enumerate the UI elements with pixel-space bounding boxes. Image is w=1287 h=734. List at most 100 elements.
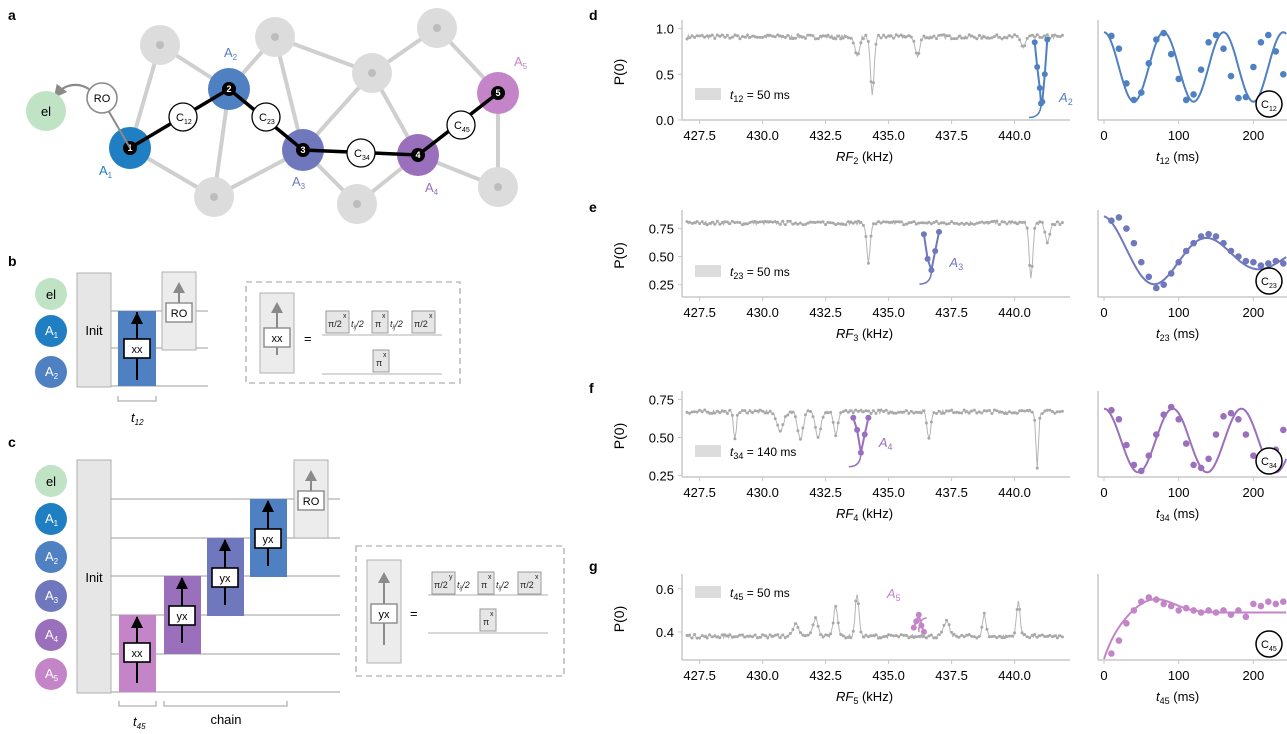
- spectrum-point: [720, 33, 724, 37]
- spectrum-point: [955, 634, 959, 638]
- spectrum-point: [1000, 220, 1004, 224]
- panel-label-a: a: [8, 7, 16, 23]
- data-point: [1190, 461, 1197, 469]
- spectrum-point: [1038, 416, 1042, 420]
- x-tick-label: 0: [1100, 668, 1107, 683]
- x-tick-label: 432.5: [809, 305, 842, 320]
- spectrum-point: [935, 219, 938, 223]
- spectrum-point: [874, 411, 878, 415]
- x-tick-label: 427.5: [683, 668, 716, 683]
- spectrum-point: [1018, 220, 1022, 224]
- spectrum-point: [942, 221, 946, 225]
- spectrum-point: [846, 410, 850, 414]
- spectrum-point: [715, 409, 719, 413]
- spectrum-point: [861, 410, 865, 414]
- spectrum-point: [824, 633, 828, 637]
- spectrum-point: [990, 635, 994, 639]
- spectrum-point: [690, 221, 694, 225]
- charts: 427.5 430.0 432.5 435.0 437.5 440.0 0.0 0.5 1.0 P…: [611, 20, 1287, 706]
- spectrum-point: [861, 37, 865, 41]
- data-point: [1235, 607, 1242, 614]
- spectrum-point: [942, 411, 946, 415]
- spectrum-point: [1053, 223, 1057, 227]
- spectrum-point: [725, 220, 729, 224]
- spectrum-point: [902, 410, 906, 414]
- spectrum-point: [849, 36, 853, 40]
- spectrum-point: [998, 35, 1001, 39]
- spectrum-point: [935, 412, 938, 415]
- spectrum-point: [700, 220, 704, 224]
- spectrum-point: [859, 408, 863, 412]
- c-time-label: t45: [133, 714, 146, 729]
- spectrum-point: [756, 35, 760, 39]
- spectrum-point: [773, 417, 777, 421]
- spectrum-point: [1023, 633, 1027, 636]
- spectrum-point: [947, 222, 951, 226]
- spectrum-point: [766, 636, 770, 640]
- spectrum-point: [869, 234, 873, 238]
- spectrum-point: [1038, 634, 1042, 638]
- spectrum-point: [783, 636, 787, 640]
- spectrum-point: [884, 634, 888, 638]
- spectrum-point: [932, 636, 936, 640]
- spectrum-point: [698, 222, 702, 226]
- data-point: [1130, 461, 1138, 469]
- spectrum-point: [962, 635, 966, 639]
- spectrum-point: [992, 634, 996, 638]
- spectrum-point: [872, 409, 875, 413]
- spectrum-point: [1005, 412, 1009, 415]
- spectrum-point: [710, 411, 714, 415]
- spectrum-point: [957, 222, 961, 226]
- spectrum-point: [733, 33, 737, 37]
- spectrum-point: [1055, 636, 1059, 640]
- spectrum-point: [970, 409, 974, 413]
- coupling-badge: [1255, 447, 1283, 475]
- spectrum-point: [801, 633, 805, 637]
- spectrum-point: [1043, 409, 1047, 413]
- spectrum-point: [998, 634, 1001, 638]
- data-point: [1257, 602, 1265, 610]
- spectrum-point: [698, 34, 702, 38]
- data-point: [1242, 257, 1250, 265]
- spectrum-point: [741, 223, 744, 227]
- spectrum-point: [1018, 409, 1022, 413]
- spectrum-point: [826, 411, 830, 415]
- y-tick-label: 1.0: [656, 22, 674, 37]
- resonance-label: A2: [1058, 90, 1073, 107]
- spectrum-point: [932, 221, 936, 224]
- data-point: [1153, 596, 1160, 603]
- b-gate-label: xx: [132, 344, 144, 356]
- data-point: [1130, 96, 1138, 104]
- spectrum-point: [688, 220, 692, 224]
- x-axis-label: RF3 (kHz): [836, 326, 893, 343]
- spectrum-point: [723, 220, 727, 224]
- spectrum-point: [987, 36, 991, 40]
- spectrum-point: [937, 409, 941, 413]
- spectrum-point: [766, 220, 770, 224]
- x-axis-label: t23 (ms): [1156, 326, 1199, 343]
- spectrum-point: [859, 41, 863, 45]
- spectrum-point: [909, 409, 913, 413]
- spectrum-point: [776, 220, 780, 224]
- spectrum-point: [809, 631, 812, 635]
- spectrum-point: [882, 410, 886, 413]
- spectrum-point: [831, 621, 835, 625]
- spectrum-point: [705, 636, 709, 640]
- spectrum-point: [768, 220, 772, 224]
- spectrum-point: [708, 411, 712, 415]
- spectrum-point: [819, 633, 823, 637]
- data-point: [1160, 600, 1167, 608]
- spectrum-point: [834, 37, 838, 41]
- spectrum-point: [924, 636, 928, 640]
- spectrum-point: [927, 436, 931, 440]
- spectrum-point: [718, 411, 722, 414]
- x-tick-label: 427.5: [683, 485, 716, 500]
- spectrum-point: [839, 411, 843, 415]
- y-axis-label: P(0): [611, 59, 627, 85]
- spectrum-point: [693, 221, 697, 225]
- spectrum-point: [1005, 36, 1009, 40]
- spectrum-point: [947, 623, 951, 627]
- spectrum-point: [839, 37, 843, 41]
- legend-label: t23 = 50 ms: [730, 265, 790, 281]
- svg-text:x: x: [429, 313, 433, 320]
